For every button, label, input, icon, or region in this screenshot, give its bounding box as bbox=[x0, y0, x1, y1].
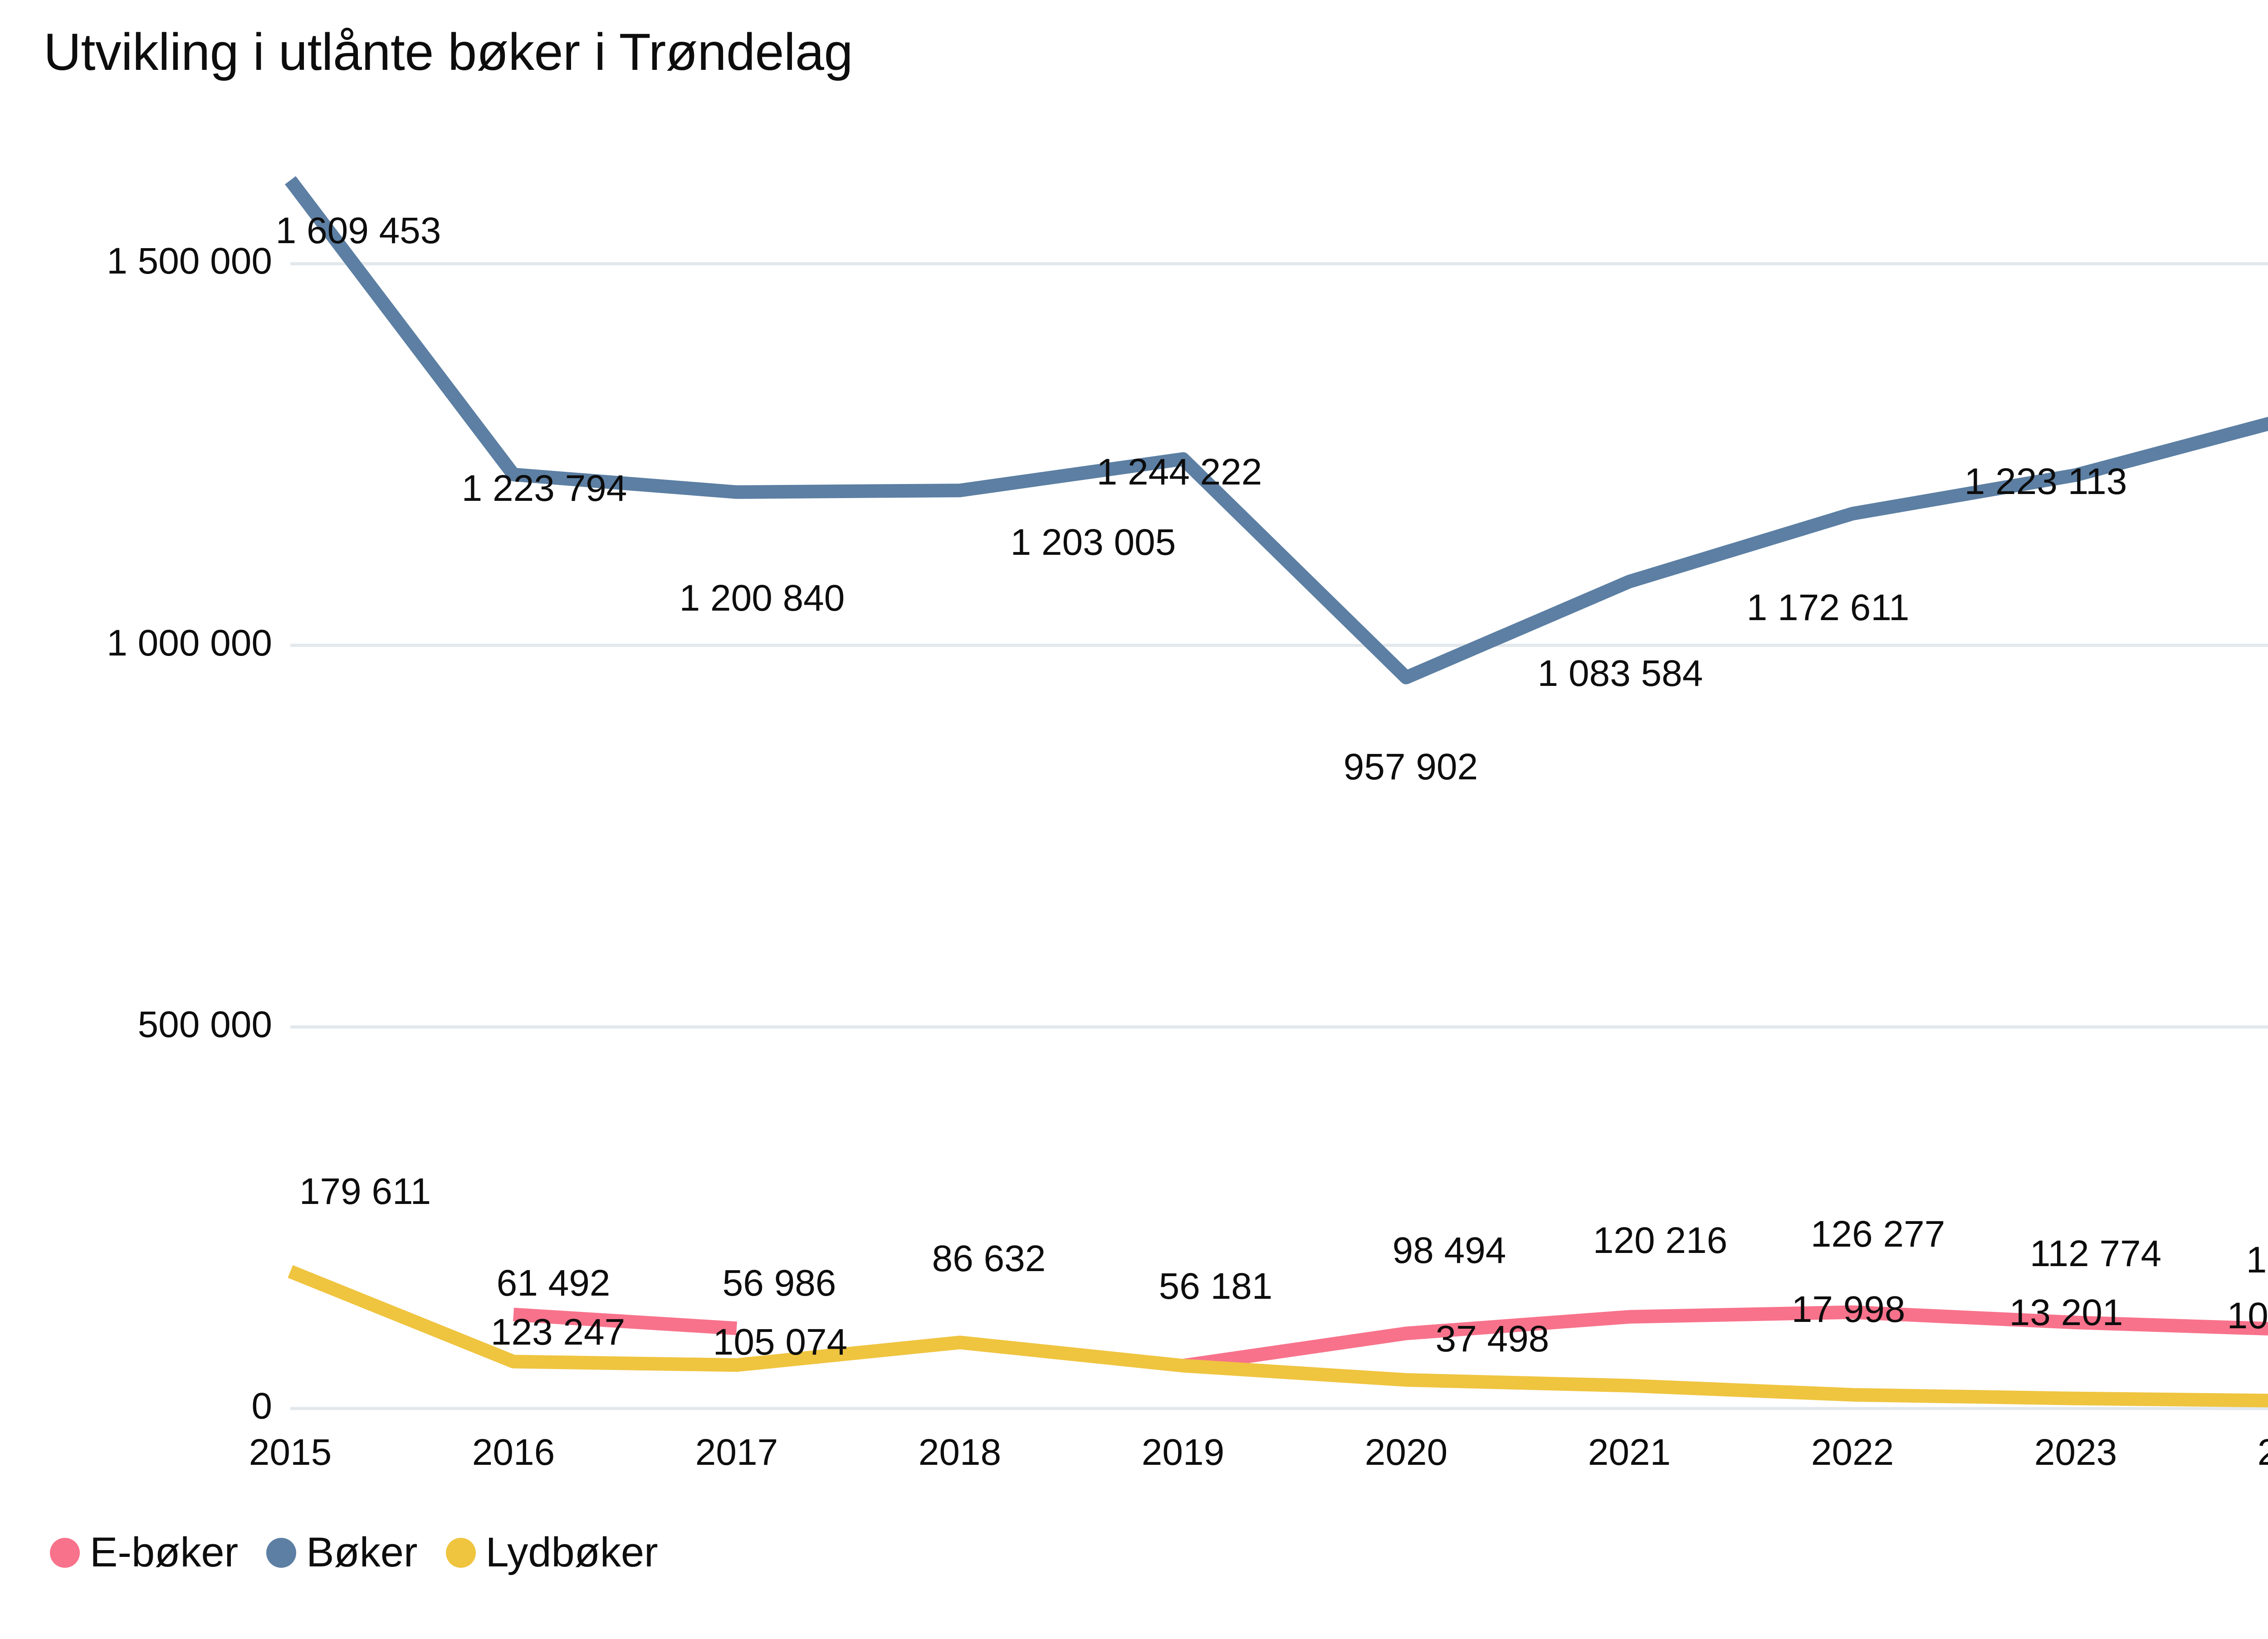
legend-item-e-b-ker[interactable]: E-bøker bbox=[50, 1529, 238, 1576]
lydboker-label-5: 37 498 bbox=[1435, 1318, 1549, 1360]
series-line-b-ker bbox=[285, 176, 2268, 685]
x-axis-tick-2017: 2017 bbox=[695, 1432, 778, 1473]
boker-label-1: 1 223 794 bbox=[461, 467, 627, 509]
boker-label-3: 1 203 005 bbox=[1010, 521, 1176, 563]
legend-label: E-bøker bbox=[90, 1529, 239, 1575]
lydboker-label-3: 86 632 bbox=[932, 1238, 1046, 1279]
circle-marker-icon bbox=[50, 1537, 80, 1568]
boker-label-7: 1 172 611 bbox=[1746, 587, 1910, 629]
y-axis-tick-2: 500 000 bbox=[137, 1003, 272, 1045]
lydboker-label-7: 13 201 bbox=[2009, 1292, 2123, 1334]
legend-item-b-ker[interactable]: Bøker bbox=[266, 1529, 418, 1576]
x-axis-tick-2016: 2016 bbox=[472, 1432, 555, 1473]
chart-legend: E-bøker Bøker Lydbøker bbox=[50, 1529, 658, 1576]
lydboker-label-4: 56 181 bbox=[1158, 1266, 1273, 1307]
y-axis-tick-3: 0 bbox=[251, 1385, 272, 1427]
legend-label: Lydbøker bbox=[485, 1529, 658, 1575]
legend-label: Bøker bbox=[306, 1529, 418, 1575]
y-axis-tick-0: 1 500 000 bbox=[107, 240, 272, 282]
boker-label-8: 1 223 113 bbox=[1964, 461, 2127, 503]
x-axis-tick-2024: 2024 bbox=[2257, 1432, 2268, 1473]
eboker-label-6: 103 386 bbox=[2246, 1239, 2268, 1281]
boker-label-4: 1 244 222 bbox=[1096, 451, 1262, 493]
eboker-label-3: 120 216 bbox=[1593, 1220, 1728, 1262]
series-lines bbox=[285, 176, 2268, 1408]
lydboker-label-0: 179 611 bbox=[299, 1170, 431, 1212]
page-title: Utvikling i utlånte bøker i Trøndelag bbox=[44, 23, 853, 81]
boker-label-5: 957 902 bbox=[1343, 746, 1478, 788]
x-axis-tick-2018: 2018 bbox=[918, 1432, 1002, 1473]
lydboker-label-2: 56 986 bbox=[722, 1262, 836, 1304]
circle-marker-icon bbox=[266, 1537, 297, 1568]
circle-marker-icon bbox=[445, 1537, 476, 1568]
eboker-label-5: 112 774 bbox=[2029, 1233, 2162, 1274]
series-line-e-b-ker bbox=[513, 1307, 737, 1336]
gridlines bbox=[290, 262, 2268, 1410]
eboker-label-2: 98 494 bbox=[1392, 1229, 1506, 1271]
series-line-e-b-ker bbox=[1182, 1305, 2268, 1373]
boker-label-6: 1 083 584 bbox=[1537, 652, 1703, 694]
lydboker-label-6: 17 998 bbox=[1791, 1288, 1906, 1330]
x-axis-tick-2022: 2022 bbox=[1811, 1432, 1894, 1473]
eboker-label-0: 123 247 bbox=[490, 1311, 626, 1353]
x-axis-tick-2015: 2015 bbox=[249, 1432, 332, 1473]
eboker-label-4: 126 277 bbox=[1810, 1213, 1945, 1255]
x-axis-tick-2019: 2019 bbox=[1141, 1432, 1225, 1473]
boker-label-0: 1 609 453 bbox=[275, 210, 441, 252]
series-line-lydb-ker bbox=[288, 1265, 2268, 1408]
lydboker-label-8: 10 069 bbox=[2227, 1295, 2268, 1337]
legend-item-lydb-ker[interactable]: Lydbøker bbox=[445, 1529, 658, 1576]
eboker-label-1: 105 074 bbox=[713, 1321, 848, 1363]
x-axis-tick-2021: 2021 bbox=[1588, 1432, 1671, 1473]
boker-label-2: 1 200 840 bbox=[679, 577, 845, 619]
lydboker-label-1: 61 492 bbox=[496, 1262, 611, 1304]
y-axis-tick-1: 1 000 000 bbox=[107, 622, 272, 664]
x-axis-tick-2020: 2020 bbox=[1364, 1432, 1448, 1473]
x-axis-tick-2023: 2023 bbox=[2034, 1432, 2117, 1473]
